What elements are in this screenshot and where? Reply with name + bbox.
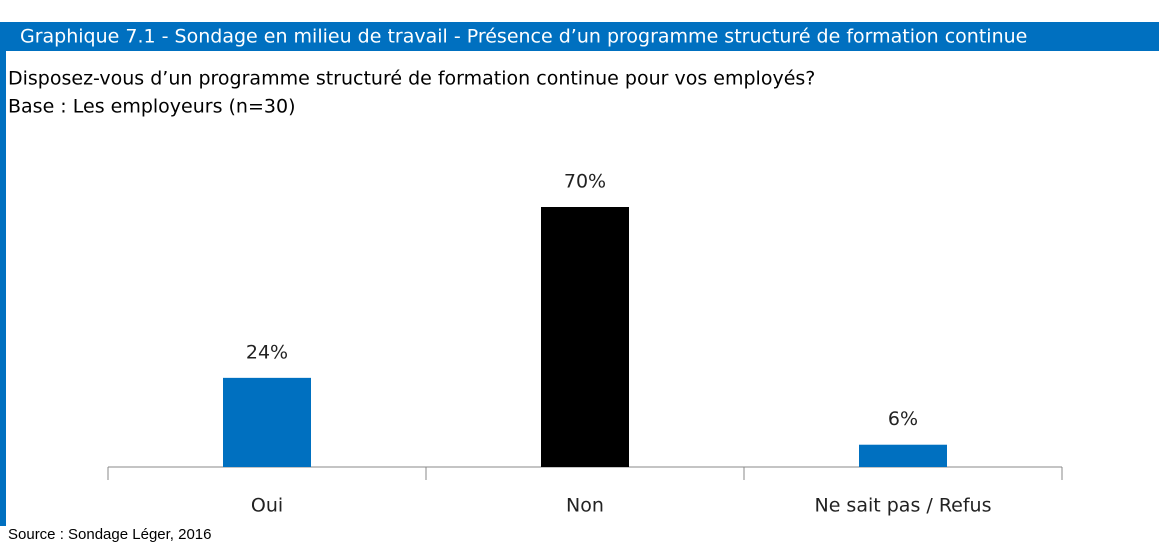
base: Base : Les employeurs (n=30) [8, 96, 295, 118]
bar [223, 377, 311, 467]
question: Disposez-vous d’un programme structuré d… [8, 68, 815, 90]
x-tick-label: Oui [251, 495, 283, 517]
header-title: Graphique 7.1 - Sondage en milieu de tra… [20, 26, 1027, 48]
value-label: 24% [246, 341, 288, 363]
value-label: 6% [888, 408, 918, 430]
x-tick-label: Non [566, 495, 604, 517]
source: Source : Sondage Léger, 2016 [8, 526, 212, 543]
bar [859, 444, 947, 467]
x-tick-label: Ne sait pas / Refus [814, 495, 991, 517]
value-label: 70% [564, 171, 606, 193]
left-border [0, 50, 6, 526]
bar [541, 207, 629, 467]
header-band [0, 22, 1159, 51]
